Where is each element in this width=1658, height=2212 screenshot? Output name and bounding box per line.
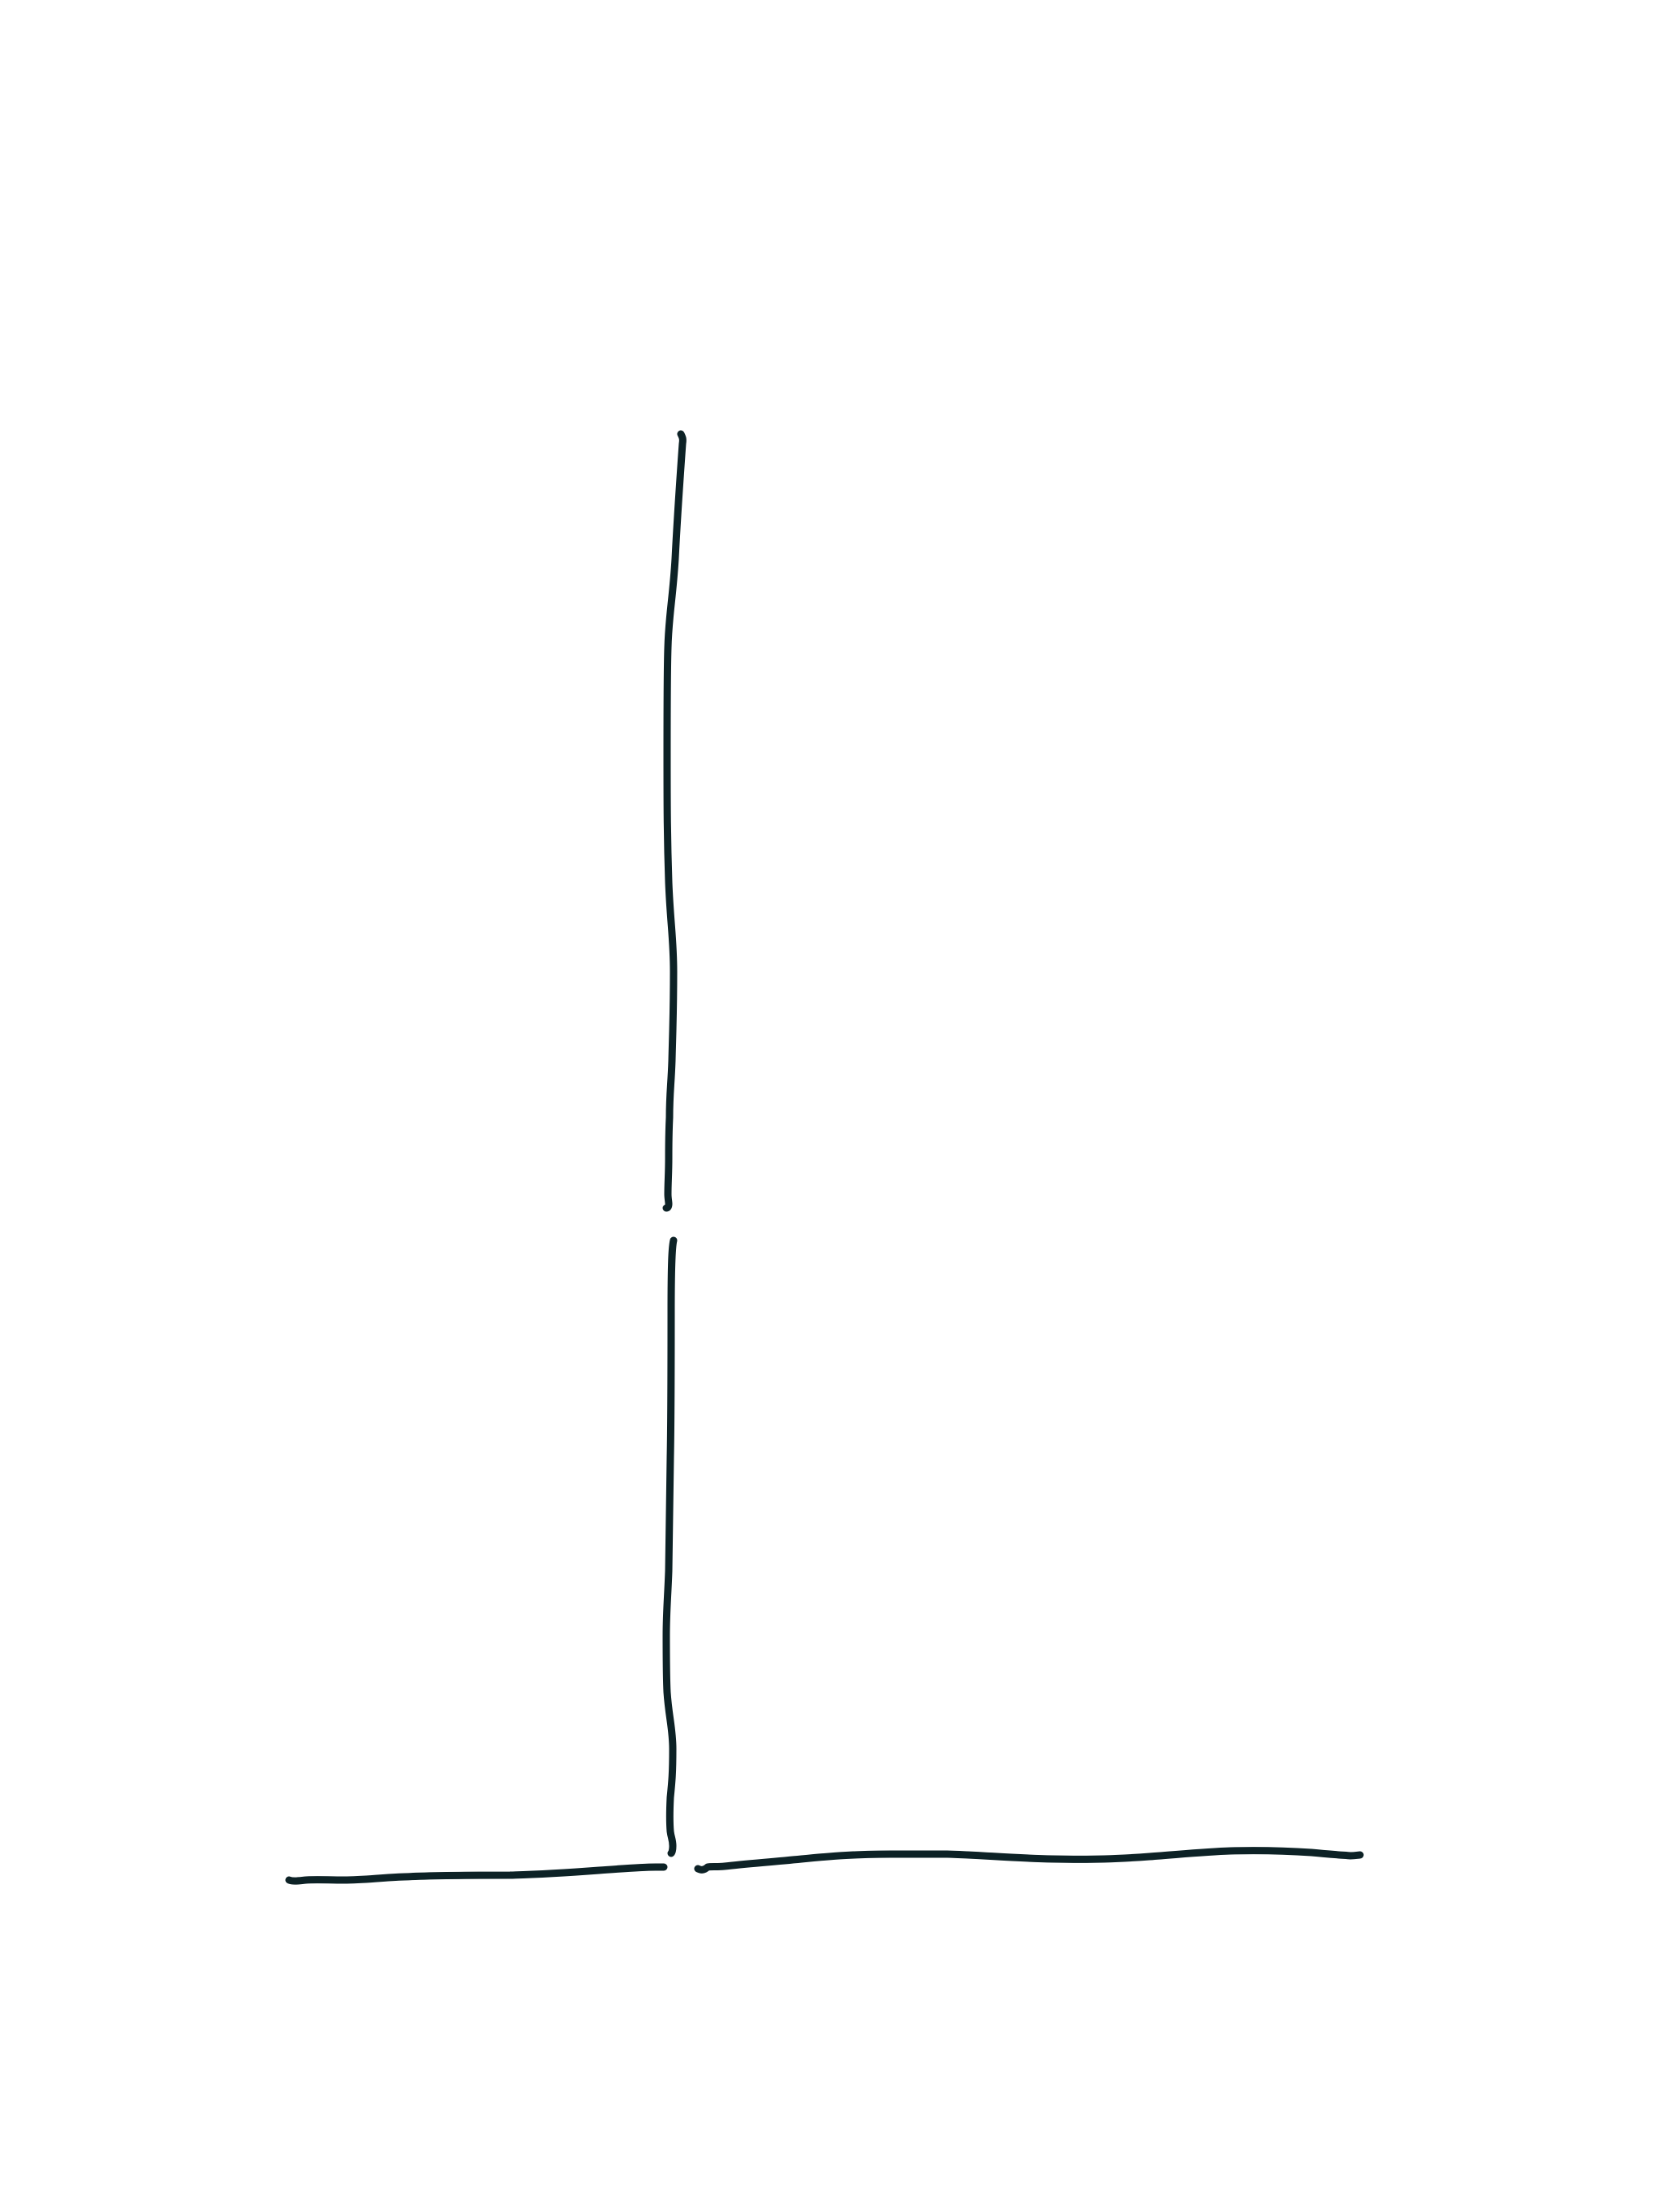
stroke-vertical-lower bbox=[662, 1236, 678, 1857]
stroke-vertical-upper bbox=[662, 430, 687, 1212]
stroke-horizontal-left bbox=[285, 1863, 668, 1885]
stroke-horizontal-right bbox=[694, 1847, 1364, 1874]
